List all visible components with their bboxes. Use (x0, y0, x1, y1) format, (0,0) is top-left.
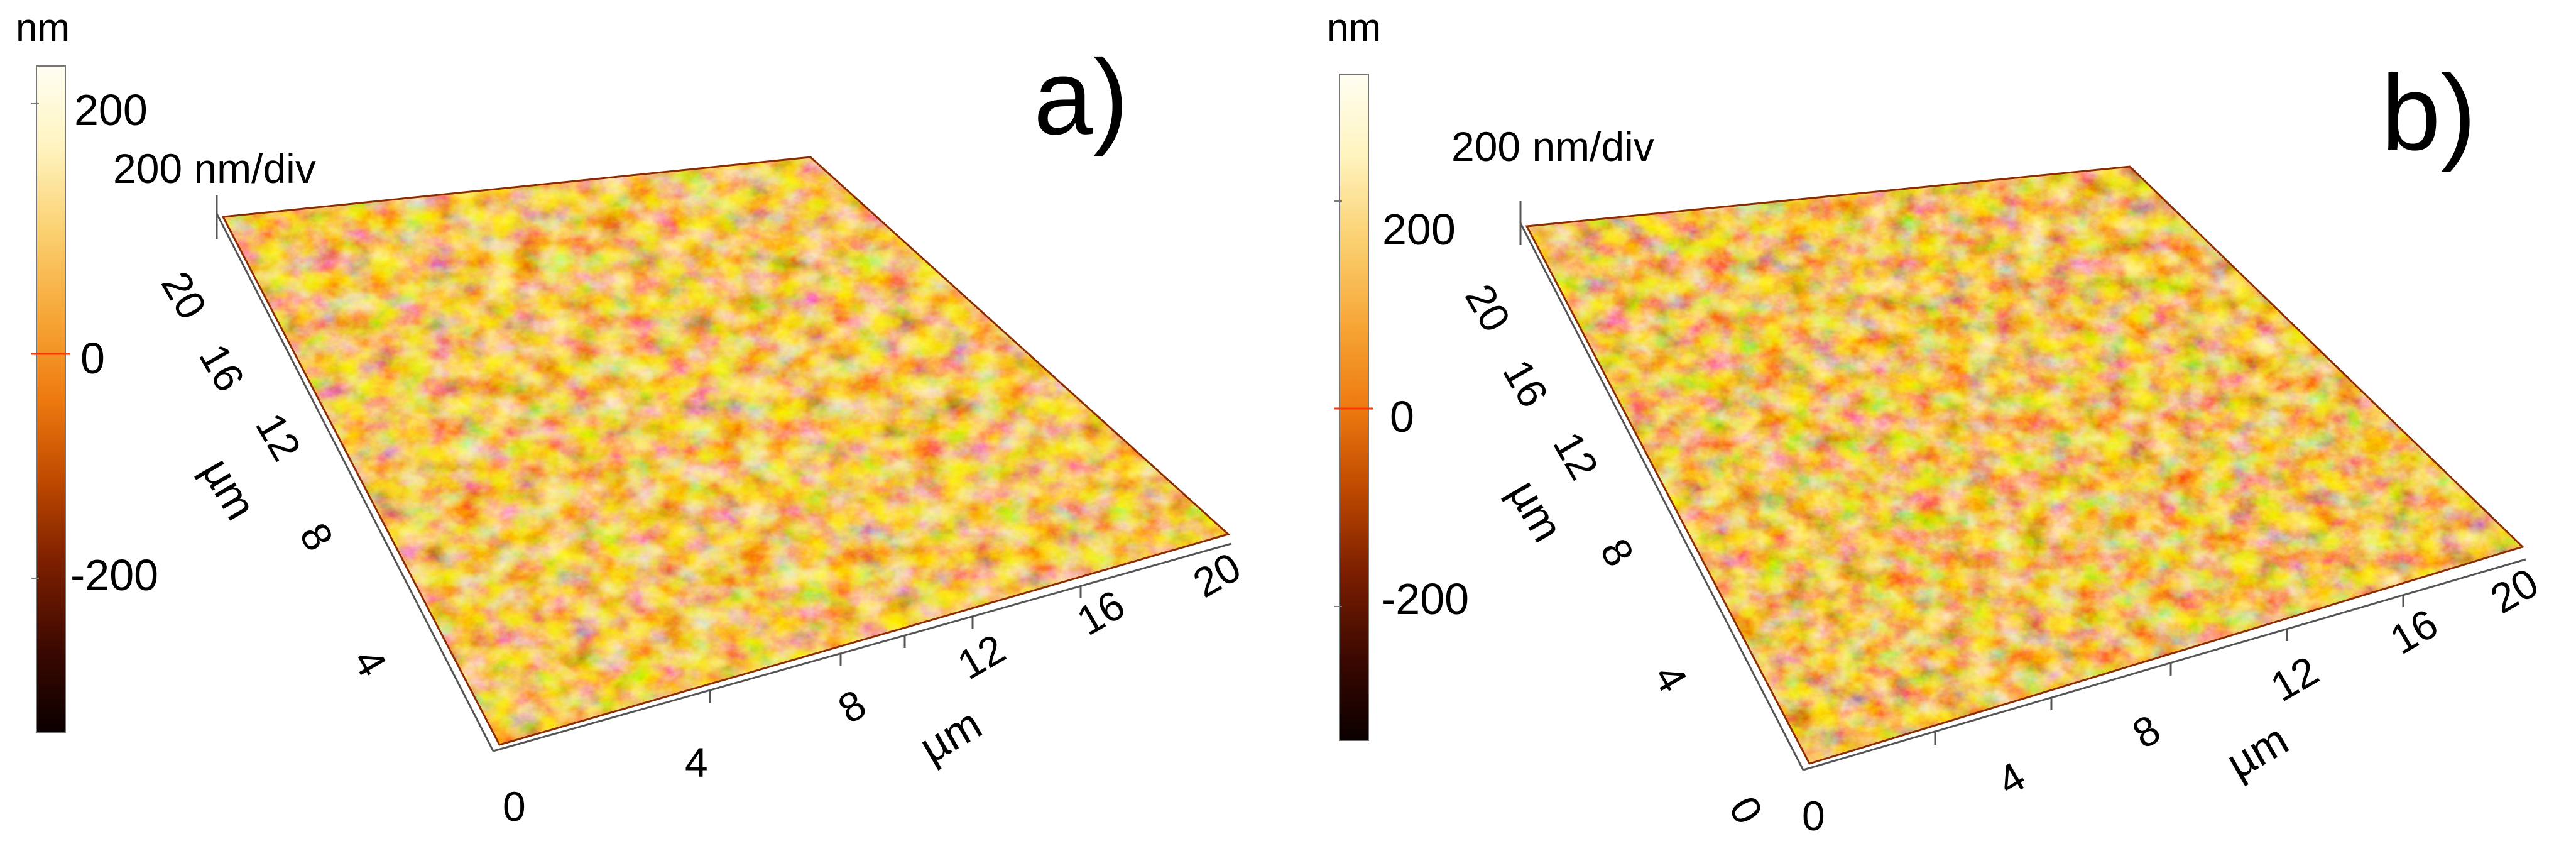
colorbar-tick-b-minus200: -200 (1381, 574, 1470, 623)
afm-plot-a (31, 65, 1232, 752)
colorbar-tick-a-0: 0 (80, 334, 105, 383)
colorbar-b (1340, 74, 1368, 740)
afm-panel-b: nm 200 0 -200 200 nm/div b) 0 4 8 12 16 … (1288, 0, 2576, 851)
afm-panel-a: nm 200 0 -200 200 nm/div a) 0 4 8 12 16 … (16, 6, 1248, 830)
colorbar-unit-a: nm (16, 6, 70, 50)
afm-plot-b (1334, 74, 2526, 771)
colorbar-unit-b: nm (1327, 6, 1382, 50)
x-tick-a-0: 0 (503, 783, 526, 830)
x-tick-a-4: 4 (685, 739, 708, 786)
colorbar-tick-a-minus200: -200 (70, 551, 159, 600)
scale-label-b: 200 nm/div (1451, 123, 1654, 170)
colorbar-tick-a-200: 200 (74, 85, 148, 135)
x-tick-b-0: 0 (1802, 793, 1825, 839)
axes-a (216, 195, 1232, 752)
axes-b (1519, 201, 2526, 771)
colorbar-a (36, 66, 65, 732)
scale-label-a: 200 nm/div (113, 145, 316, 192)
colorbar-tick-b-0: 0 (1390, 392, 1414, 441)
colorbar-tick-b-200: 200 (1382, 205, 1456, 254)
panel-letter-b: b) (2381, 53, 2477, 173)
panel-letter-a: a) (1034, 38, 1129, 157)
